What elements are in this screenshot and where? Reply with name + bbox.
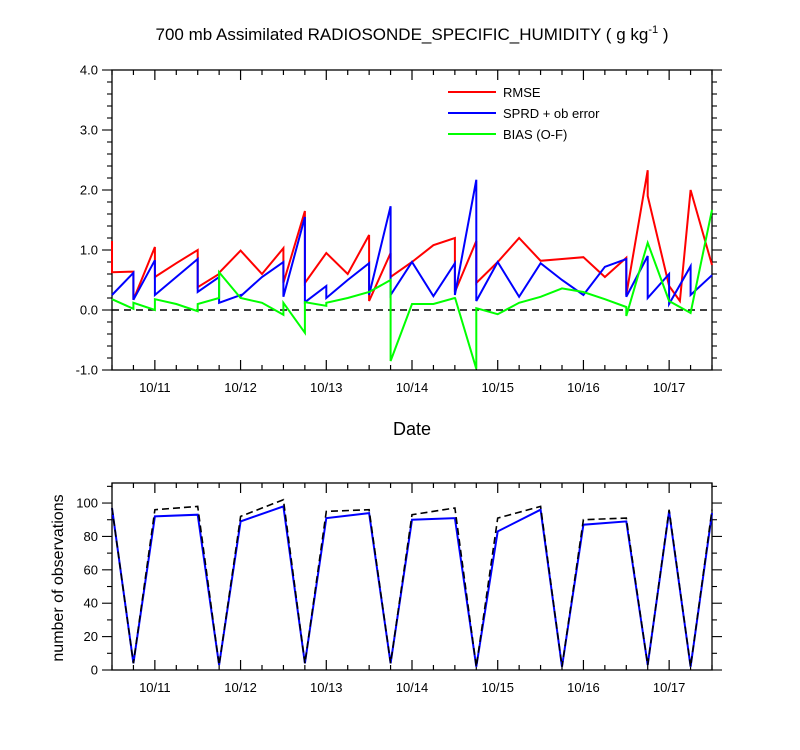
top-plot-panel: 10/11 10/12 10/13 10/14 10/15 10/16 10/17 -1.0 0… bbox=[76, 63, 722, 395]
top-x-tick-label: 10/17 bbox=[653, 380, 686, 395]
top-series-rmse bbox=[111, 170, 713, 304]
top-plot-frame bbox=[111, 69, 713, 371]
legend-rmse-label: RMSE bbox=[503, 85, 541, 100]
bottom-y-axis-label: number of observations bbox=[50, 494, 67, 661]
top-x-tick-label: 10/11 bbox=[139, 380, 171, 395]
bottom-x-tick-label: 10/13 bbox=[310, 680, 343, 695]
bottom-series-assimilated bbox=[111, 505, 713, 667]
top-x-axis-label: Date bbox=[393, 419, 431, 439]
top-x-tick-label: 10/14 bbox=[396, 380, 429, 395]
bottom-y-tick-label: 80 bbox=[84, 529, 98, 544]
bottom-y-tick-label: 60 bbox=[84, 562, 98, 577]
top-x-tick-label: 10/12 bbox=[224, 380, 257, 395]
top-series-bias-o-f bbox=[111, 209, 713, 370]
chart-title-suffix: ) bbox=[658, 25, 668, 44]
bottom-plot-frame bbox=[111, 482, 713, 671]
top-x-tick-label: 10/15 bbox=[481, 380, 514, 395]
top-y-tick-label: -1.0 bbox=[76, 363, 98, 378]
chart-title: 700 mb Assimilated RADIOSONDE_SPECIFIC_H… bbox=[156, 24, 669, 44]
top-y-tick-label: 3.0 bbox=[80, 123, 98, 138]
legend-bias-label: BIAS (O-F) bbox=[503, 127, 567, 142]
top-x-tick-label: 10/13 bbox=[310, 380, 343, 395]
legend-sprd-label: SPRD + ob error bbox=[503, 106, 600, 121]
chart-title-main: 700 mb Assimilated RADIOSONDE_SPECIFIC_H… bbox=[156, 25, 649, 44]
bottom-x-tick-label: 10/11 bbox=[139, 680, 171, 695]
bottom-series-possible bbox=[111, 498, 713, 667]
top-y-tick-label: 1.0 bbox=[80, 243, 98, 258]
top-y-tick-label: 2.0 bbox=[80, 183, 98, 198]
bottom-x-tick-label: 10/16 bbox=[567, 680, 600, 695]
bottom-x-tick-label: 10/12 bbox=[224, 680, 257, 695]
chart-title-superscript: -1 bbox=[648, 24, 658, 36]
bottom-plot-panel: 10/11 10/12 10/13 10/14 10/15 10/16 10/17 0 20 40… bbox=[76, 482, 722, 695]
bottom-y-tick-label: 100 bbox=[76, 496, 98, 511]
bottom-y-tick-label: 0 bbox=[91, 663, 98, 678]
top-series-sprd-ob-error bbox=[111, 179, 713, 308]
bottom-x-tick-label: 10/17 bbox=[653, 680, 686, 695]
bottom-y-tick-label: 40 bbox=[84, 596, 98, 611]
bottom-x-tick-label: 10/14 bbox=[396, 680, 429, 695]
legend: RMSE SPRD + ob error BIAS (O-F) bbox=[448, 85, 600, 142]
bottom-y-tick-label: 20 bbox=[84, 629, 98, 644]
top-x-tick-label: 10/16 bbox=[567, 380, 600, 395]
top-y-tick-label: 4.0 bbox=[80, 63, 98, 78]
top-y-tick-label: 0.0 bbox=[80, 303, 98, 318]
bottom-x-tick-label: 10/15 bbox=[481, 680, 514, 695]
